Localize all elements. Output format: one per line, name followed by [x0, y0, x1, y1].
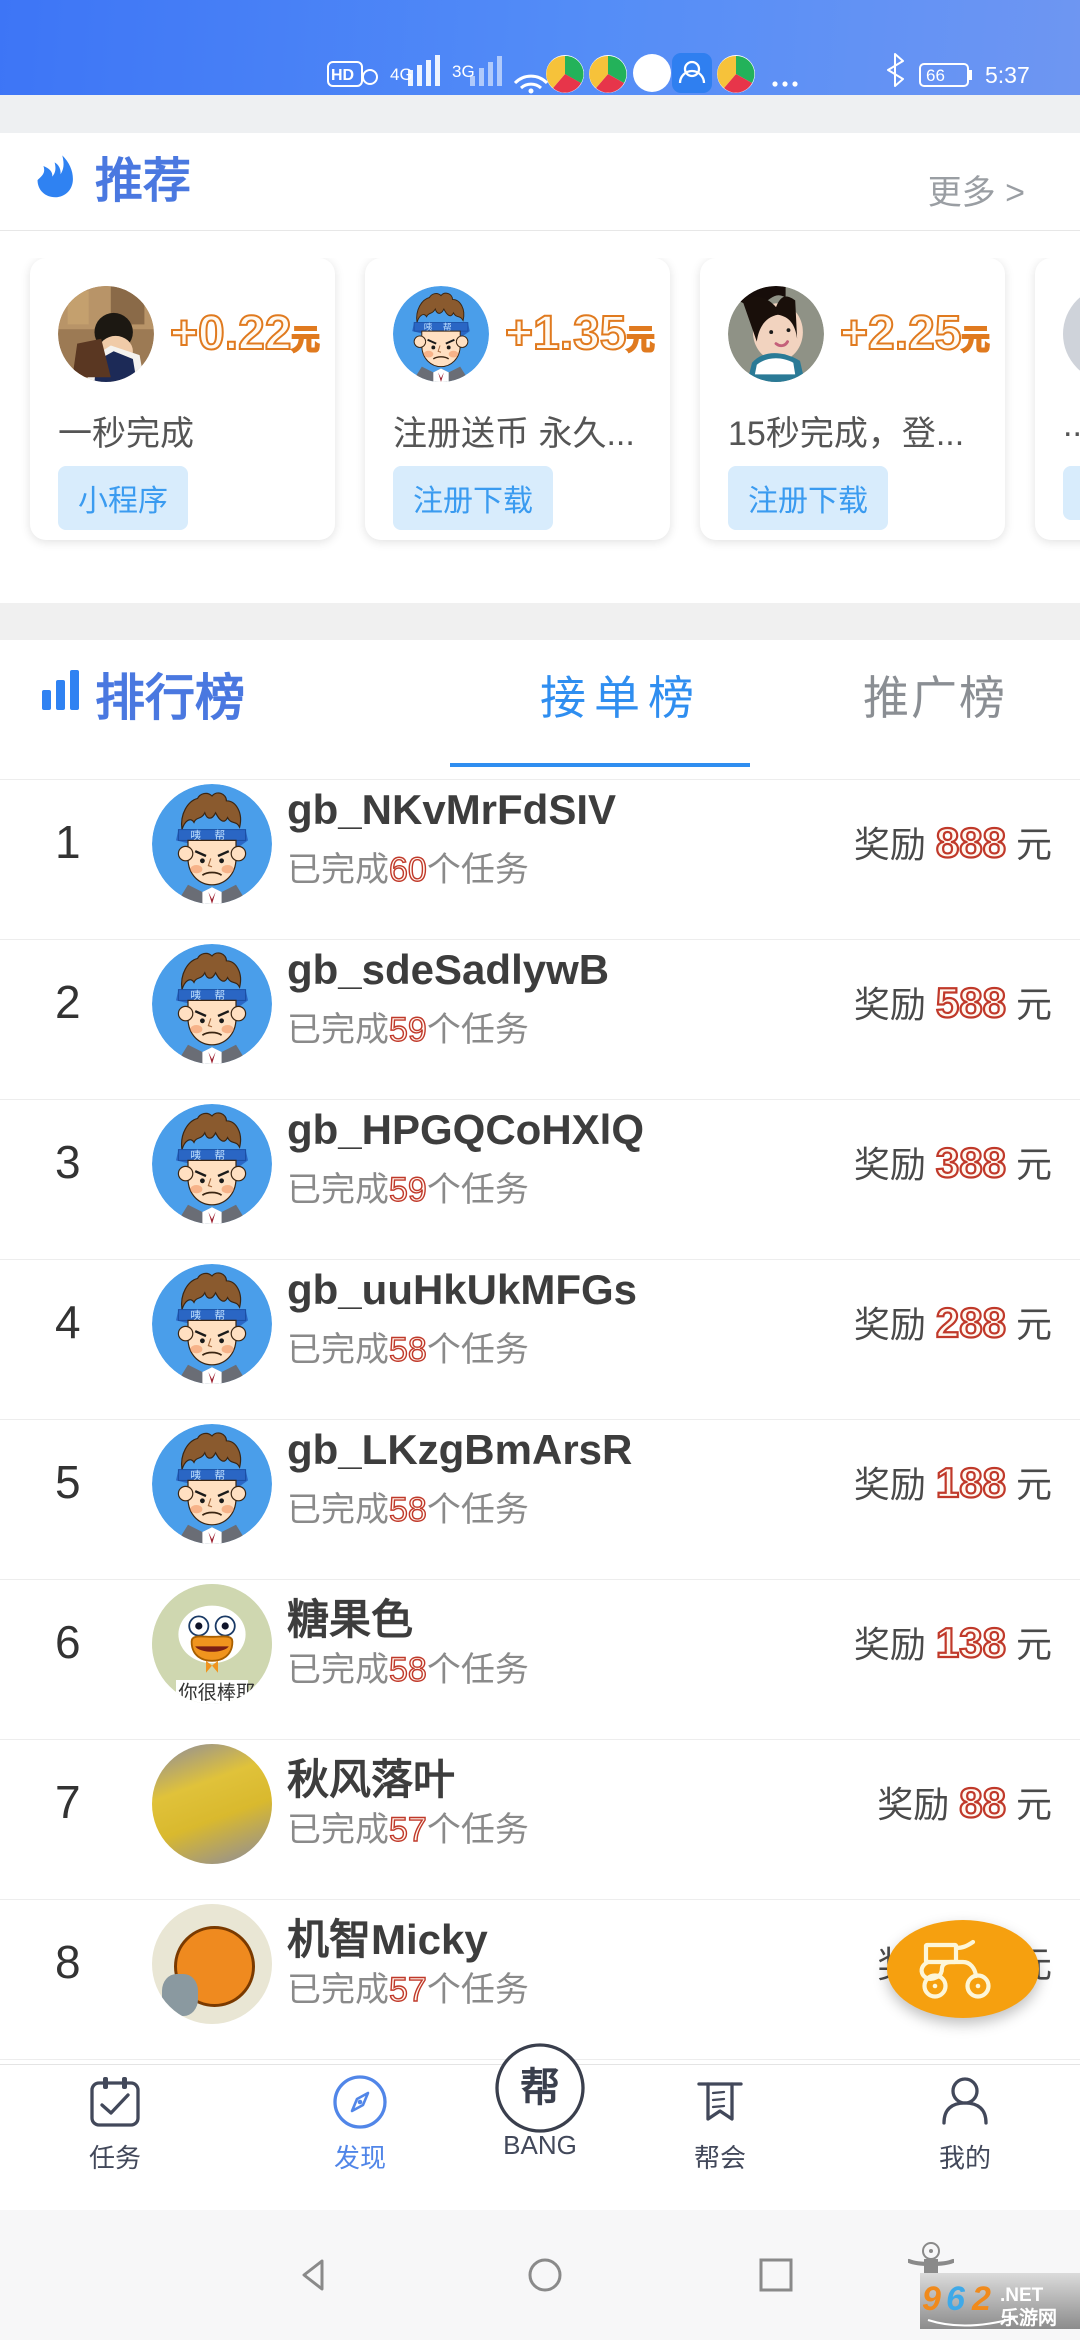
svg-text:66: 66	[926, 66, 945, 85]
svg-text:5:37: 5:37	[985, 62, 1030, 88]
svg-text:6: 6	[946, 2280, 966, 2318]
svg-text:.NET: .NET	[1000, 2285, 1044, 2306]
svg-text:9: 9	[922, 2280, 941, 2318]
svg-text:HD: HD	[331, 67, 354, 84]
svg-text:帮: 帮	[520, 2066, 560, 2110]
svg-text:乐游网: 乐游网	[1000, 2306, 1057, 2329]
svg-text:你很棒耶: 你很棒耶	[178, 1682, 255, 1704]
svg-text:2: 2	[971, 2280, 991, 2318]
